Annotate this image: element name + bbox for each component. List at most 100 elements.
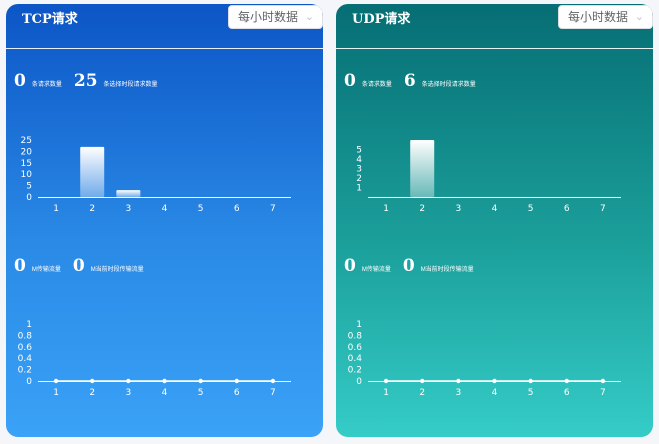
traffic-label: M传输流量 — [31, 267, 61, 273]
data-point — [383, 378, 389, 384]
x-tick-label: 3 — [125, 204, 131, 214]
x-tick-label: 2 — [419, 204, 425, 214]
traffic-stats: 0 M传输流量 0 M当前时段传输流量 — [344, 256, 486, 276]
data-point — [90, 378, 95, 384]
interval-select[interactable]: 每小时数据 ⌄ — [558, 5, 653, 29]
y-tick-label: 0.8 — [18, 331, 33, 341]
y-tick-label: 5 — [26, 182, 32, 192]
x-tick-label: 4 — [492, 204, 498, 214]
x-tick-label: 7 — [600, 204, 606, 214]
y-tick-label: 0 — [26, 377, 32, 387]
panel-title: TCP请求 — [22, 12, 78, 27]
y-tick-label: 15 — [21, 159, 32, 169]
x-tick-label: 3 — [125, 388, 131, 398]
chevron-down-icon: ⌄ — [304, 11, 314, 23]
select-value: 每小时数据 — [568, 10, 629, 24]
x-tick-label: 3 — [455, 204, 461, 214]
x-tick-label: 3 — [455, 388, 461, 398]
x-tick-label: 1 — [383, 388, 389, 398]
x-tick-label: 1 — [53, 388, 59, 398]
y-tick-label: 2 — [356, 174, 362, 184]
y-tick-label: 0.6 — [18, 343, 33, 353]
x-tick-label: 1 — [383, 204, 389, 214]
traffic-label: M传输流量 — [361, 267, 391, 273]
y-tick-label: 0 — [26, 193, 32, 203]
data-point — [420, 378, 425, 384]
x-tick-label: 6 — [564, 388, 570, 398]
y-tick-label: 10 — [21, 170, 33, 180]
traffic-value: 0 — [14, 256, 26, 276]
y-tick-label: 0.2 — [348, 366, 362, 376]
bar — [80, 146, 105, 197]
y-tick-label: 0.4 — [18, 354, 33, 364]
y-tick-label: 1 — [26, 320, 32, 330]
y-tick-label: 0.8 — [348, 331, 363, 341]
period-request-count: 6 — [403, 71, 416, 91]
period-traffic-label: M当前时段传输流量 — [420, 267, 474, 273]
period-traffic-value: 0 — [402, 256, 415, 276]
x-tick-label: 5 — [528, 388, 534, 398]
udp-traffic-chart: 00.20.40.60.811 2 3 4 5 6 7 — [348, 320, 621, 398]
y-tick-label: 0.6 — [348, 343, 363, 353]
x-tick-label: 2 — [89, 204, 95, 214]
traffic-stats: 0 M传输流量 0 M当前时段传输流量 — [14, 256, 156, 276]
tcp-panel: TCP请求 每小时数据 ⌄ 0 条请求数量 25 条选择时段请求数量 0 5 10 1… — [6, 4, 323, 437]
period-request-count-label: 条选择时段请求数量 — [421, 82, 476, 88]
data-point — [564, 378, 569, 384]
x-tick-label: 5 — [198, 388, 204, 398]
x-tick-label: 6 — [234, 204, 240, 214]
request-count-label: 条请求数量 — [361, 82, 392, 88]
request-count-label: 条请求数量 — [31, 82, 62, 88]
period-traffic-value: 0 — [72, 256, 85, 276]
x-tick-label: 6 — [234, 388, 240, 398]
x-tick-label: 4 — [162, 204, 168, 214]
period-request-count: 25 — [73, 71, 98, 91]
panel-title: UDP请求 — [352, 12, 411, 27]
divider — [6, 48, 323, 49]
y-tick-label: 0.2 — [18, 366, 32, 376]
tcp-traffic-chart: 00.20.40.60.811 2 3 4 5 6 7 — [18, 320, 291, 398]
period-traffic-label: M当前时段传输流量 — [90, 267, 144, 273]
chevron-down-icon: ⌄ — [634, 11, 644, 23]
traffic-value: 0 — [344, 256, 356, 276]
x-tick-label: 4 — [162, 388, 168, 398]
y-tick-label: 0 — [356, 377, 362, 387]
data-point — [270, 378, 276, 384]
data-point — [492, 378, 497, 384]
data-point — [456, 378, 461, 384]
divider — [336, 48, 653, 49]
bar — [410, 140, 435, 197]
x-tick-label: 2 — [89, 388, 95, 398]
y-tick-label: 0.4 — [348, 354, 363, 364]
request-count: 0 — [344, 71, 356, 91]
data-point — [53, 378, 59, 384]
x-tick-label: 7 — [600, 388, 606, 398]
y-tick-label: 3 — [356, 165, 362, 175]
interval-select[interactable]: 每小时数据 ⌄ — [228, 5, 323, 29]
x-tick-label: 5 — [198, 204, 204, 214]
x-tick-label: 7 — [270, 204, 276, 214]
y-tick-label: 1 — [356, 320, 362, 330]
y-tick-label: 5 — [356, 146, 362, 156]
request-count: 0 — [14, 71, 26, 91]
data-point — [600, 378, 606, 384]
x-tick-label: 7 — [270, 388, 276, 398]
bar — [116, 190, 141, 197]
request-stats: 0 条请求数量 25 条选择时段请求数量 — [14, 71, 170, 91]
select-value: 每小时数据 — [238, 10, 299, 24]
data-point — [528, 378, 533, 384]
x-tick-label: 4 — [492, 388, 498, 398]
period-request-count-label: 条选择时段请求数量 — [103, 82, 158, 88]
data-point — [126, 378, 131, 384]
x-tick-label: 2 — [419, 388, 425, 398]
y-tick-label: 1 — [356, 184, 362, 194]
y-tick-label: 25 — [21, 136, 32, 146]
data-point — [234, 378, 239, 384]
x-tick-label: 6 — [564, 204, 570, 214]
data-point — [198, 378, 203, 384]
request-stats: 0 条请求数量 6 条选择时段请求数量 — [344, 71, 488, 91]
y-tick-label: 20 — [21, 147, 33, 157]
